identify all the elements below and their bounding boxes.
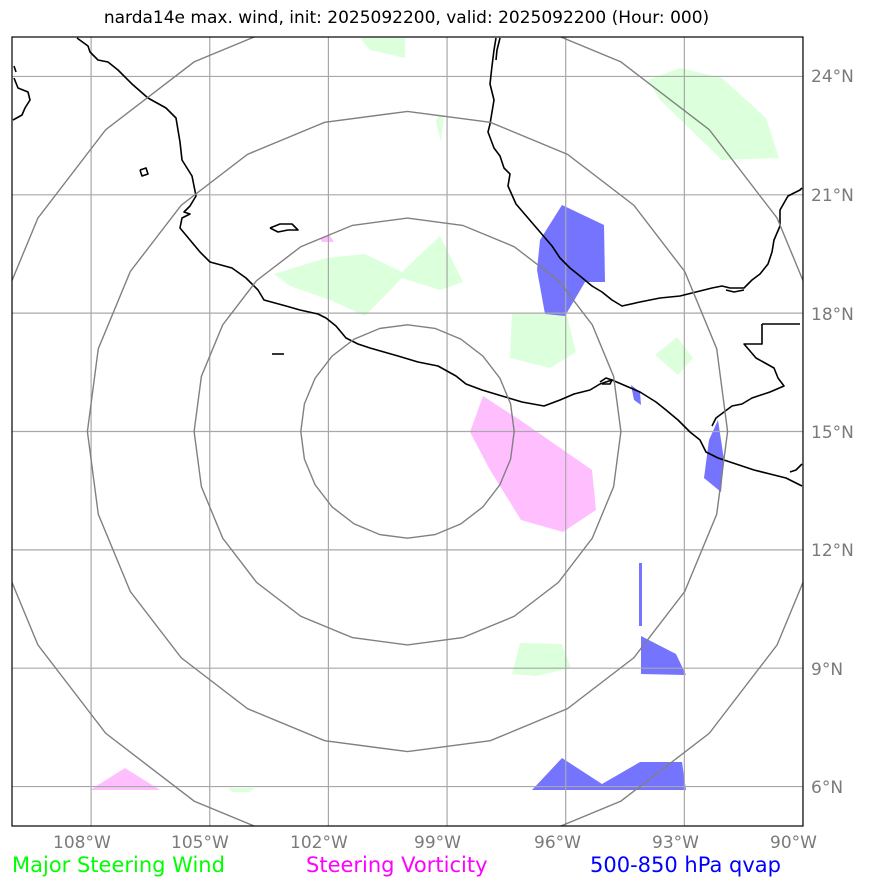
legend-qvap: 500-850 hPa qvap [590, 853, 781, 877]
lat-tick-label: 6°N [811, 778, 844, 798]
field-overlays [90, 38, 779, 792]
range-ring [12, 37, 803, 826]
qvap-area [639, 563, 642, 626]
vorticity-area [90, 768, 160, 790]
range-ring [193, 217, 622, 646]
legend-steering-wind: Major Steering Wind [12, 853, 225, 877]
range-rings [12, 37, 803, 826]
steering-wind-area [510, 312, 576, 368]
map-frame [11, 36, 804, 827]
steering-wind-area [360, 38, 405, 58]
steering-wind-area [228, 788, 255, 792]
range-ring [86, 110, 729, 753]
lat-tick-label: 18°N [811, 305, 854, 325]
lat-tick-label: 12°N [811, 541, 854, 561]
qvap-area [537, 205, 605, 316]
steering-wind-area [648, 68, 779, 160]
lon-tick-label: 102°W [290, 833, 348, 853]
lon-tick-label: 96°W [534, 833, 581, 853]
vorticity-area [470, 396, 596, 532]
lon-tick-label: 99°W [414, 833, 461, 853]
steering-wind-area [436, 115, 444, 142]
lat-tick-label: 21°N [811, 186, 854, 206]
lat-tick-label: 15°N [811, 423, 854, 443]
lon-tick-label: 90°W [770, 833, 817, 853]
lon-tick-label: 93°W [652, 833, 699, 853]
lon-tick-label: 105°W [171, 833, 229, 853]
qvap-area [532, 758, 686, 790]
lat-lon-gridlines [12, 37, 803, 826]
lat-tick-label: 9°N [811, 660, 844, 680]
steering-wind-area [512, 643, 571, 676]
legend-steering-vorticity: Steering Vorticity [306, 853, 488, 877]
steering-wind-area [274, 236, 463, 316]
qvap-area [641, 636, 686, 675]
steering-wind-area [655, 337, 693, 375]
map-title: narda14e max. wind, init: 2025092200, va… [103, 8, 710, 28]
range-ring [300, 324, 515, 539]
vorticity-area [320, 236, 334, 242]
lat-tick-label: 24°N [811, 67, 854, 87]
lon-tick-label: 108°W [53, 833, 111, 853]
